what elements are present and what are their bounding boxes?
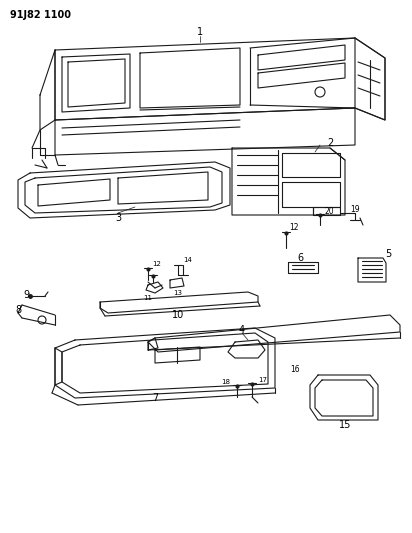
- Text: 8: 8: [15, 305, 21, 315]
- Text: 13: 13: [173, 290, 183, 296]
- Text: 91J82 1100: 91J82 1100: [10, 10, 71, 20]
- Text: 20: 20: [325, 206, 335, 215]
- Text: 1: 1: [197, 27, 203, 37]
- Text: 18: 18: [221, 379, 230, 385]
- Text: 15: 15: [339, 420, 351, 430]
- Text: 6: 6: [297, 253, 303, 263]
- Text: 5: 5: [385, 249, 391, 259]
- Text: 3: 3: [115, 213, 121, 223]
- Text: 11: 11: [143, 295, 152, 301]
- Text: 9: 9: [23, 290, 29, 300]
- Text: 12: 12: [289, 223, 299, 232]
- Text: 12: 12: [152, 261, 161, 267]
- Text: 2: 2: [327, 138, 333, 148]
- Text: 16: 16: [290, 366, 300, 375]
- Text: 14: 14: [183, 257, 192, 263]
- Text: 19: 19: [350, 205, 360, 214]
- Text: 10: 10: [172, 310, 184, 320]
- Text: 17: 17: [258, 377, 267, 383]
- Text: 4: 4: [239, 325, 245, 335]
- Text: 7: 7: [152, 393, 158, 403]
